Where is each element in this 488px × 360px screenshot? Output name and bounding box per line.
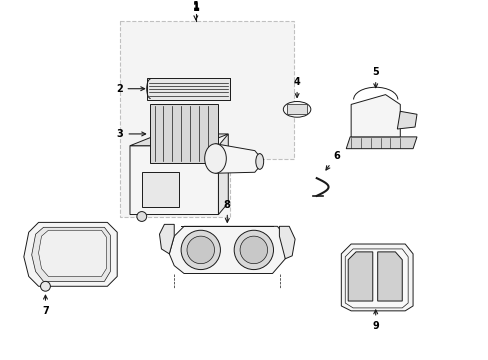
Text: 8: 8 bbox=[224, 200, 230, 222]
Polygon shape bbox=[169, 226, 285, 274]
Polygon shape bbox=[130, 134, 228, 146]
Polygon shape bbox=[347, 252, 372, 301]
Text: 5: 5 bbox=[371, 67, 378, 87]
Polygon shape bbox=[377, 252, 402, 301]
Polygon shape bbox=[149, 104, 218, 163]
Text: 9: 9 bbox=[371, 310, 378, 330]
Text: 4: 4 bbox=[293, 77, 300, 98]
Bar bbox=[286, 104, 306, 114]
Polygon shape bbox=[39, 230, 106, 276]
Polygon shape bbox=[350, 95, 400, 137]
Text: 1: 1 bbox=[192, 3, 199, 20]
Circle shape bbox=[234, 230, 273, 270]
Polygon shape bbox=[146, 78, 230, 99]
Polygon shape bbox=[159, 224, 174, 254]
Polygon shape bbox=[142, 172, 179, 207]
Ellipse shape bbox=[283, 102, 310, 117]
Text: 7: 7 bbox=[42, 295, 49, 316]
Polygon shape bbox=[345, 249, 407, 308]
Polygon shape bbox=[130, 146, 218, 215]
Text: 1: 1 bbox=[192, 1, 199, 11]
Circle shape bbox=[137, 212, 146, 221]
Text: 6: 6 bbox=[325, 150, 339, 170]
Polygon shape bbox=[120, 21, 294, 217]
Polygon shape bbox=[32, 227, 110, 282]
Text: 2: 2 bbox=[116, 84, 144, 94]
Text: 3: 3 bbox=[117, 129, 145, 139]
Text: 1: 1 bbox=[192, 2, 199, 12]
Ellipse shape bbox=[204, 144, 226, 173]
Polygon shape bbox=[346, 137, 416, 149]
Polygon shape bbox=[341, 244, 412, 311]
Polygon shape bbox=[24, 222, 117, 286]
Circle shape bbox=[240, 236, 267, 264]
Ellipse shape bbox=[255, 154, 263, 169]
Polygon shape bbox=[397, 111, 416, 129]
Polygon shape bbox=[215, 144, 259, 173]
Polygon shape bbox=[218, 134, 228, 215]
Circle shape bbox=[41, 282, 50, 291]
Circle shape bbox=[186, 236, 214, 264]
Circle shape bbox=[181, 230, 220, 270]
Polygon shape bbox=[279, 226, 295, 259]
